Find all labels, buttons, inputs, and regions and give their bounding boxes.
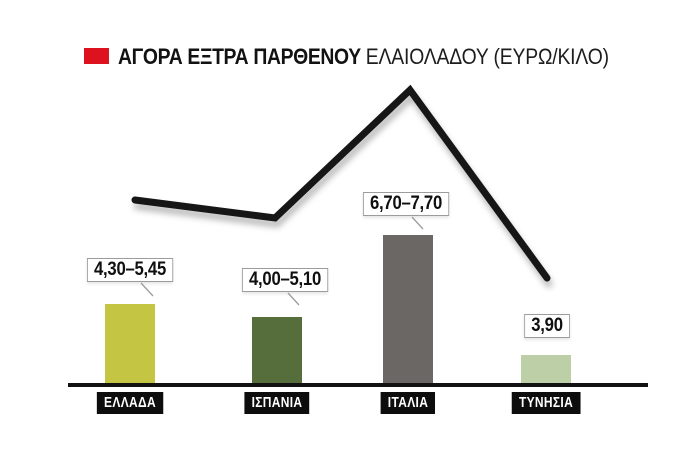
- chart-title: ΑΓΟΡΑ ΕΞΤΡΑ ΠΑΡΘΕΝΟΥ ΕΛΑΙΟΛΑΔΟΥ (ΕΥΡΩ/ΚΙ…: [118, 46, 609, 68]
- chart-title-sub: ΕΛΑΙΟΛΑΔΟΥ (ΕΥΡΩ/ΚΙΛΟ): [365, 44, 609, 69]
- category-label: ΤΥΝΗΣΙΑ: [511, 392, 581, 414]
- red-bullet-icon: [84, 48, 109, 64]
- value-callout: 3,90: [524, 314, 570, 338]
- chart-title-main: ΑΓΟΡΑ ΕΞΤΡΑ ΠΑΡΘΕΝΟΥ: [118, 44, 361, 69]
- bar: [252, 317, 302, 387]
- chart-header: ΑΓΟΡΑ ΕΞΤΡΑ ΠΑΡΘΕΝΟΥ ΕΛΑΙΟΛΑΔΟΥ (ΕΥΡΩ/ΚΙ…: [84, 46, 676, 68]
- category-label: ΙΤΑΛΙΑ: [380, 392, 436, 414]
- category-label: ΕΛΛΑΔΑ: [96, 392, 164, 414]
- bar: [105, 304, 155, 387]
- x-axis-baseline: [68, 383, 648, 387]
- category-label: ΙΣΠΑΝΙΑ: [244, 392, 310, 414]
- bar: [521, 355, 571, 387]
